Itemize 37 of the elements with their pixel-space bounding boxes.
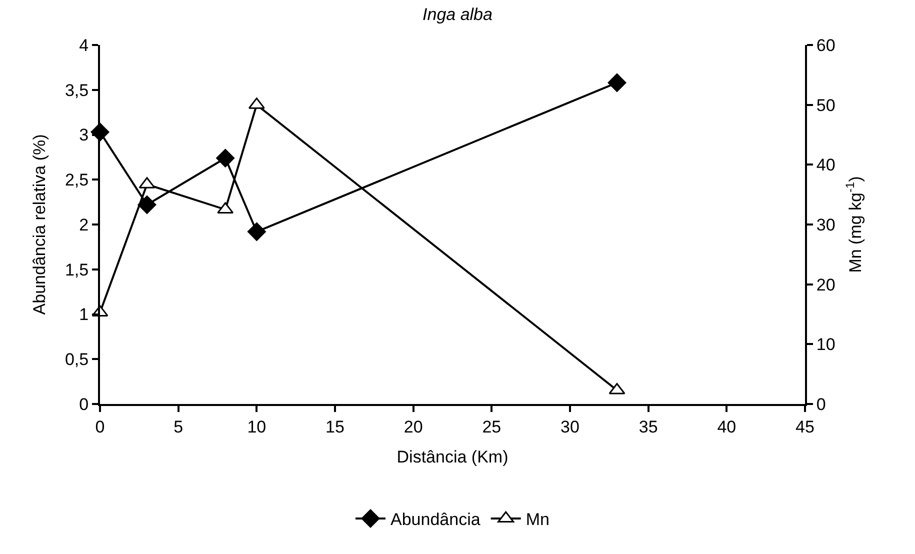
- y-tick-label: 4: [79, 36, 89, 55]
- y2-tick-label: 60: [816, 36, 836, 55]
- x-tick-label: 45: [796, 417, 814, 436]
- chart-title: Inga alba: [422, 5, 492, 24]
- y-tick-label: 0,5: [64, 350, 89, 370]
- point: [608, 382, 626, 394]
- point: [216, 148, 235, 168]
- x-tick-label: 0: [95, 417, 105, 436]
- y-tick-label: 2: [79, 215, 89, 234]
- point: [608, 73, 626, 92]
- y-tick-label: 3: [79, 126, 89, 145]
- point: [247, 222, 266, 241]
- y-tick-label: 3,5: [64, 80, 89, 100]
- y2-tick-label: 10: [816, 335, 836, 354]
- x-tick-label: 25: [482, 417, 502, 436]
- y-tick-label: 1,5: [64, 260, 89, 280]
- y2-tick-label: 0: [816, 394, 826, 414]
- point: [138, 196, 156, 214]
- legend-label: Abundância: [390, 510, 481, 530]
- y2-tick-label: 20: [816, 275, 836, 294]
- y2-tick-label: 40: [816, 156, 836, 175]
- y2-tick-label: 30: [816, 215, 836, 234]
- x-tick-label: 5: [174, 417, 184, 436]
- legend-label: Mn: [526, 510, 550, 530]
- x-tick-label: 40: [717, 417, 736, 436]
- x-tick-label: 20: [404, 417, 423, 436]
- y-tick-label: 0: [79, 394, 89, 414]
- x-tick-label: 15: [326, 417, 344, 436]
- point: [217, 202, 234, 214]
- y-axis-title: Abundância relativa (%): [30, 134, 50, 315]
- y2-tick-label: 50: [816, 96, 836, 115]
- y-tick-label: 2,5: [64, 170, 89, 190]
- x-axis-title: Distância (Km): [396, 447, 508, 466]
- x-tick-label: 30: [560, 417, 580, 436]
- x-tick-label: 35: [638, 417, 658, 436]
- y-tick-label: 1: [79, 305, 89, 324]
- x-tick-label: 10: [247, 417, 266, 436]
